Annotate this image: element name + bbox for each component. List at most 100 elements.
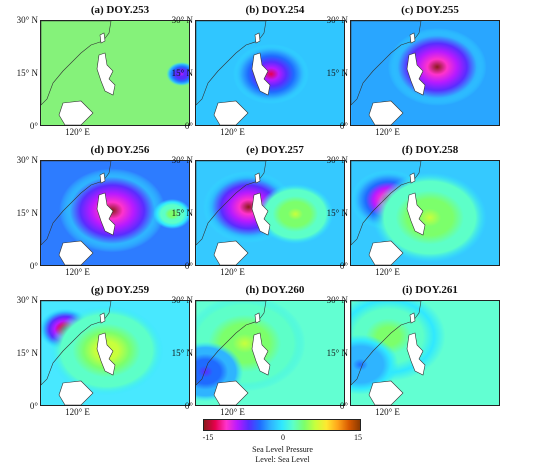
panel-title: (e) DOY.257 [246,144,304,156]
pressure-field [41,21,189,125]
map-panel: (f) DOY.258 30° N 15° N 0° 120° E [327,140,510,277]
coastline-mainland [196,301,267,386]
philippines-islands [96,332,116,376]
colorbar-label-variable: Sea Level Pressure [252,445,313,454]
y-tick-label: 30° N [16,15,38,25]
y-tick-label: 0° [339,401,348,411]
coastline-mainland [196,21,267,106]
philippines-islands [251,52,271,96]
borneo-island [213,240,249,265]
y-tick-label: 30° N [326,15,348,25]
colorbar-tick-min: -15 [202,433,214,442]
taiwan-island [409,172,416,184]
y-tick-label: 30° N [171,295,193,305]
borneo-island [58,240,94,265]
y-tick-label: 30° N [16,295,38,305]
y-tick-label: 30° N [326,295,348,305]
y-tick-label: 0° [184,261,193,271]
panel-title: (h) DOY.260 [245,284,305,296]
panel-title: (b) DOY.254 [245,4,305,16]
y-tick-label: 15° N [16,208,38,218]
high-pressure-anomaly [372,172,487,263]
map-plot-area [40,20,190,126]
coastline-mainland [196,161,267,246]
y-tick-label: 0° [29,401,38,411]
map-panel: (e) DOY.257 30° N 15° N 0° 120° E [172,140,355,277]
x-tick-label: 120° E [220,267,245,277]
map-plot-area [195,300,345,406]
taiwan-island [99,32,106,44]
high-pressure-anomaly [153,199,189,229]
taiwan-island [254,32,261,44]
y-tick-label: 15° N [326,208,348,218]
panel-title: (c) DOY.255 [401,4,459,16]
y-tick-label: 15° N [16,348,38,358]
coastline-mainland [351,301,422,386]
map-panel: (a) DOY.253 30° N 15° N 0° 120° E [17,0,200,137]
coastline-mainland [351,21,422,106]
x-tick-label: 120° E [375,407,400,417]
panel-title: (d) DOY.256 [90,144,150,156]
map-plot-area [195,160,345,266]
map-plot-area [195,20,345,126]
y-tick-label: 0° [184,401,193,411]
philippines-islands [96,52,116,96]
y-tick-label: 15° N [16,68,38,78]
coastline-mainland [41,161,112,246]
y-tick-label: 0° [184,121,193,131]
map-plot-area [40,160,190,266]
x-tick-label: 120° E [65,407,90,417]
borneo-island [368,100,404,125]
pressure-field [196,301,344,405]
map-panel: (d) DOY.256 30° N 15° N 0° 120° E [17,140,200,277]
taiwan-island [254,172,261,184]
low-pressure-anomaly [233,44,309,104]
borneo-island [368,240,404,265]
taiwan-island [409,312,416,324]
y-tick-label: 15° N [326,68,348,78]
pressure-field [351,301,499,405]
philippines-islands [251,332,271,376]
taiwan-island [99,172,106,184]
y-tick-label: 15° N [171,208,193,218]
y-tick-label: 15° N [171,68,193,78]
y-tick-label: 30° N [16,155,38,165]
y-tick-label: 0° [29,261,38,271]
map-panel: (c) DOY.255 30° N 15° N 0° 120° E [327,0,510,137]
pressure-field [351,161,499,265]
high-pressure-anomaly [257,184,334,244]
borneo-island [58,100,94,125]
borneo-island [213,380,249,405]
map-panel: (g) DOY.259 30° N 15° N 0° 120° E [17,280,200,417]
x-tick-label: 120° E [220,407,245,417]
pressure-field [196,21,344,125]
philippines-islands [96,192,116,236]
philippines-islands [251,192,271,236]
panel-title: (i) DOY.261 [402,284,458,296]
philippines-islands [406,332,426,376]
y-tick-label: 0° [339,121,348,131]
y-tick-label: 30° N [171,15,193,25]
colorbar-tick-max: 15 [354,433,362,442]
panel-title: (a) DOY.253 [90,4,150,16]
colorbar-label-level: Level: Sea Level [255,455,310,464]
map-plot-area [350,20,500,126]
low-pressure-anomaly [351,334,399,395]
taiwan-island [254,312,261,324]
taiwan-island [409,32,416,44]
coastline-mainland [41,301,112,386]
y-tick-label: 30° N [171,155,193,165]
borneo-island [58,380,94,405]
coastline-mainland [351,161,422,246]
panel-title: (g) DOY.259 [90,284,150,296]
pressure-field [351,21,499,125]
x-tick-label: 120° E [375,267,400,277]
map-plot-area [350,300,500,406]
y-tick-label: 15° N [171,348,193,358]
map-plot-area [40,300,190,406]
y-tick-label: 0° [339,261,348,271]
philippines-islands [406,192,426,236]
low-pressure-anomaly [387,27,487,106]
pressure-field [196,161,344,265]
coastline-mainland [41,21,112,106]
